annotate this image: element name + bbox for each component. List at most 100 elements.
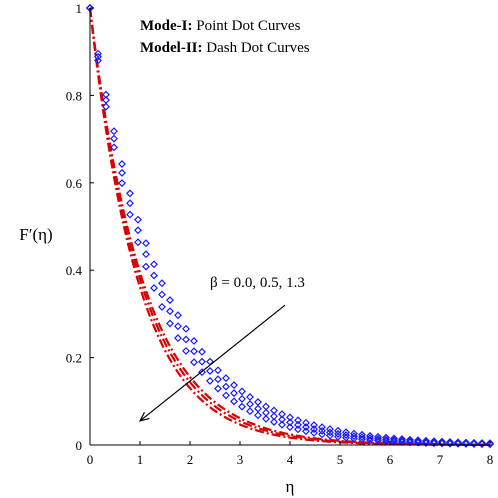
x-tick-label: 3 [237,452,244,467]
series-point [238,387,246,396]
series-point [286,413,294,422]
series-point [110,143,118,152]
series-point [174,334,182,343]
series-point [110,134,118,143]
series-point [126,210,134,219]
series-point [182,335,190,344]
series-point [150,260,158,269]
series-point [110,127,118,136]
series-point [190,337,198,345]
series-point [230,389,238,398]
series-point [270,418,278,426]
ticks: 0 1 2 3 4 5 6 7 8 0 0.2 0.4 0.6 0.8 1 [66,1,494,467]
series-point [206,376,214,385]
series-line-dash-dot [88,7,490,446]
series-line-dash-dot [88,7,491,446]
series-point [286,423,294,432]
series-point [222,391,230,400]
series-point [166,307,174,316]
series-point [446,438,454,447]
series-point [310,425,318,434]
x-tick-label: 8 [487,452,494,467]
series-point [414,437,422,446]
series-point [302,427,310,436]
series-point [246,407,254,416]
y-axis-label: F′(η) [19,225,52,244]
series-point [174,311,182,320]
series-point [166,319,174,328]
series-point [262,402,270,411]
annotation-label: β = 0.0, 0.5, 1.3 [210,275,305,291]
series-point [414,436,422,445]
series-point [278,415,286,424]
series-point [118,168,126,177]
series-point [102,102,110,111]
series-point [318,423,326,432]
x-tick-label: 7 [437,452,444,467]
y-tick-label: 0.8 [66,88,82,103]
x-axis-label: η [286,477,295,496]
series-point [190,358,198,367]
series-point [470,438,478,447]
series-point [286,418,294,427]
series-point [382,433,390,442]
series-line-dash-dot [88,7,491,446]
y-tick-label: 1 [76,1,83,16]
series-point [294,416,302,425]
series-point [462,438,470,447]
series-point [94,49,102,58]
series-point [262,414,270,423]
series-point [190,347,198,356]
series-point [150,271,158,280]
x-tick-label: 2 [187,452,194,467]
series-point [254,411,262,420]
x-tick-label: 4 [287,452,294,467]
y-tick-label: 0 [76,438,83,453]
series-point [126,199,134,208]
series-point [222,382,230,391]
series-point [230,397,238,406]
series-point [358,430,366,439]
series-point [118,160,126,168]
series-point [398,435,406,444]
series-point [390,436,398,445]
series-point [142,250,150,259]
series-point [158,290,166,299]
series-point [158,279,166,288]
series-point [198,357,206,366]
series-point [390,434,398,443]
series-point [430,438,438,447]
series-point [126,189,134,198]
series-point [374,432,382,441]
legend-entry-bold: Mode-I: [140,18,193,34]
legend: Mode-I: Point Dot Curves Model-II: Dash D… [140,18,310,56]
series-point [406,435,414,444]
series-point [302,418,310,427]
series-point [118,179,126,188]
series-point [86,4,94,12]
series-point [238,402,246,411]
y-tick-label: 0.6 [66,176,83,191]
series-point [366,436,374,445]
series-point [422,438,430,446]
y-tick-label: 0.4 [66,263,83,278]
legend-entry-bold: Model-II: [140,40,203,56]
series-point [150,284,158,293]
series-point [278,420,286,429]
annotation-arrow [140,304,286,421]
series-point [326,425,334,434]
series-point [142,262,150,271]
series-point [222,374,230,383]
axes [89,8,490,446]
series-point [206,367,214,375]
series-point [134,215,142,224]
series-point [238,394,246,403]
series-point [270,406,278,415]
series-point [254,404,262,413]
y-tick-label: 0.2 [66,351,82,366]
series-point [214,375,222,384]
series-point [294,425,302,434]
series-point [342,428,350,437]
series-point [182,346,190,355]
series-point [358,435,366,444]
